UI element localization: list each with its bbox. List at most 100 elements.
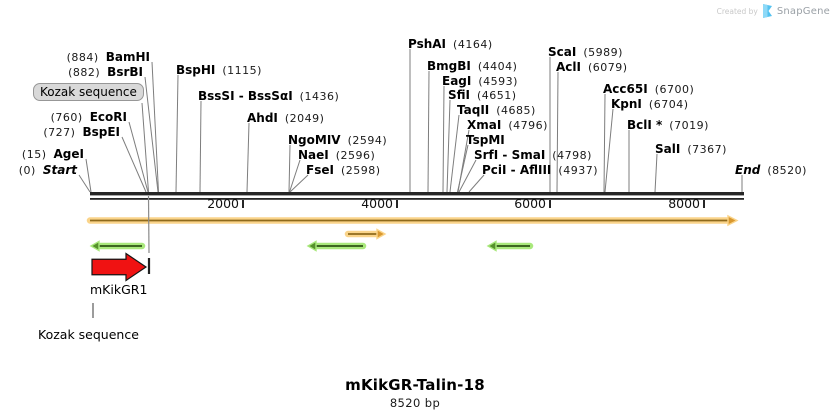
site-name: Acc65I <box>603 82 648 96</box>
site-position: (8520) <box>767 164 807 177</box>
mkikgr1-label: mKikGR1 <box>90 282 148 297</box>
site-name: EcoRI <box>89 110 127 124</box>
leader-line-kozak-sequence <box>141 102 149 193</box>
leader-line-bsrbi <box>144 76 159 193</box>
site-name: TaqII <box>457 103 490 117</box>
site-name: TspMI <box>466 133 505 147</box>
site-position: (0) <box>18 164 36 177</box>
site-name: PshAI <box>408 37 447 51</box>
leader-line-bsphi <box>175 74 179 193</box>
leader-line-ahdi <box>246 122 250 193</box>
leader-line-naei <box>289 159 301 193</box>
site-name: NgoMIV <box>288 133 341 147</box>
credit-line: Created by SnapGene <box>717 4 830 18</box>
site-position: (4685) <box>496 104 536 117</box>
kozak-feature-tick <box>147 258 151 274</box>
leader-line-tspmi <box>457 144 469 193</box>
site-name: BamHI <box>105 50 150 64</box>
site-label-bamhi: (884) BamHI <box>67 49 150 65</box>
leader-line-pcii-afliii <box>468 174 485 193</box>
scale-label-2000: 2000 <box>207 196 239 211</box>
site-label-start: (0) Start <box>19 162 77 178</box>
scale-label-8000: 8000 <box>668 196 700 211</box>
site-label-ahdi: AhdI (2049) <box>247 110 324 126</box>
site-position: (760) <box>50 111 83 124</box>
site-position: (1115) <box>222 64 262 77</box>
leader-line-bamhi <box>151 61 159 193</box>
site-name: BspHI <box>176 63 216 77</box>
site-label-xmai: XmaI (4796) <box>467 117 548 133</box>
leader-line-bspei <box>121 136 147 193</box>
site-label-tspmi: TspMI <box>466 132 505 147</box>
site-name: AclI <box>556 60 581 74</box>
site-position: (2049) <box>284 112 325 125</box>
leader-line-agei <box>85 158 92 193</box>
scale-label-6000: 6000 <box>514 196 546 211</box>
site-position: (882) <box>68 66 101 79</box>
site-label-pshai: PshAI (4164) <box>408 36 493 52</box>
site-label-agei: (15) AgeI <box>22 146 84 162</box>
site-name: BsrBI <box>107 65 143 79</box>
site-position: (2596) <box>335 149 376 162</box>
site-position: (7019) <box>669 119 709 132</box>
site-label-ngomiv: NgoMIV (2594) <box>288 132 387 148</box>
leader-line-ngomiv <box>288 144 291 193</box>
scale-label-4000: 4000 <box>361 196 393 211</box>
site-position: (884) <box>66 51 99 64</box>
site-name: PciI - AflIII <box>482 163 552 177</box>
site-name: BclI * <box>627 118 663 132</box>
kozak-annotation-label: Kozak sequence <box>38 327 139 342</box>
site-name: BspEI <box>82 125 120 139</box>
site-position: (5989) <box>583 46 623 59</box>
site-name: KpnI <box>611 97 642 111</box>
leader-line-fsei <box>289 174 309 193</box>
leader-line-srfi-smai <box>458 159 477 193</box>
leader-line-sfii <box>446 99 451 193</box>
site-label-eagi: EagI (4593) <box>442 73 518 89</box>
site-position: (6079) <box>587 61 628 74</box>
site-label-fsei: FseI (2598) <box>306 162 381 178</box>
site-label-acc65i: Acc65I (6700) <box>603 81 694 97</box>
primer-arrow-small-head <box>376 228 387 240</box>
site-name: FseI <box>306 163 334 177</box>
site-label-bcli: BclI * (7019) <box>627 117 709 133</box>
site-label-pcii-afliii: PciI - AflIII (4937) <box>482 162 598 178</box>
site-position: (6704) <box>648 98 689 111</box>
leader-line-kpni <box>604 108 614 193</box>
site-label-ecori: (760) EcoRI <box>51 109 127 125</box>
orf-arrow-long-head <box>727 214 739 227</box>
site-name: ScaI <box>548 45 577 59</box>
primer-arrow-left-1-head <box>89 240 100 252</box>
site-position: (2598) <box>340 164 381 177</box>
site-label-end: End (8520) <box>735 162 807 178</box>
title-block: mKikGR-Talin-18 8520 bp <box>345 376 485 410</box>
leader-line-acli <box>556 71 559 193</box>
site-name: SalI <box>655 142 681 156</box>
site-position: (6700) <box>654 83 695 96</box>
leader-line-start <box>78 174 91 193</box>
plasmid-title: mKikGR-Talin-18 <box>345 376 485 394</box>
site-label-bsphi: BspHI (1115) <box>176 62 262 78</box>
site-name: SrfI - SmaI <box>474 148 546 162</box>
site-label-bsrbi: (882) BsrBI <box>68 64 143 80</box>
primer-arrow-left-2-head <box>306 240 317 252</box>
site-label-sfii: SfiI (4651) <box>448 87 517 103</box>
site-name: BssSI - BssSαI <box>198 89 293 103</box>
leader-line-eagi <box>442 85 445 193</box>
site-position: (4593) <box>478 75 518 88</box>
leader-line-bsssi-bsss-i <box>199 100 202 193</box>
leader-line-ecori <box>128 121 149 193</box>
site-name: SfiI <box>448 88 471 102</box>
site-label-taqii: TaqII (4685) <box>457 102 536 118</box>
site-position: (4796) <box>508 119 548 132</box>
site-position: (1436) <box>299 90 340 103</box>
site-label-kpni: KpnI (6704) <box>611 96 688 112</box>
mkikgr1-arrow <box>91 252 148 282</box>
leader-line-taqii <box>449 114 460 193</box>
site-position: (4798) <box>552 149 592 162</box>
site-label-bspei: (727) BspEI <box>43 124 120 140</box>
site-name: BmgBI <box>427 59 471 73</box>
site-label-sali: SalI (7367) <box>655 141 727 157</box>
